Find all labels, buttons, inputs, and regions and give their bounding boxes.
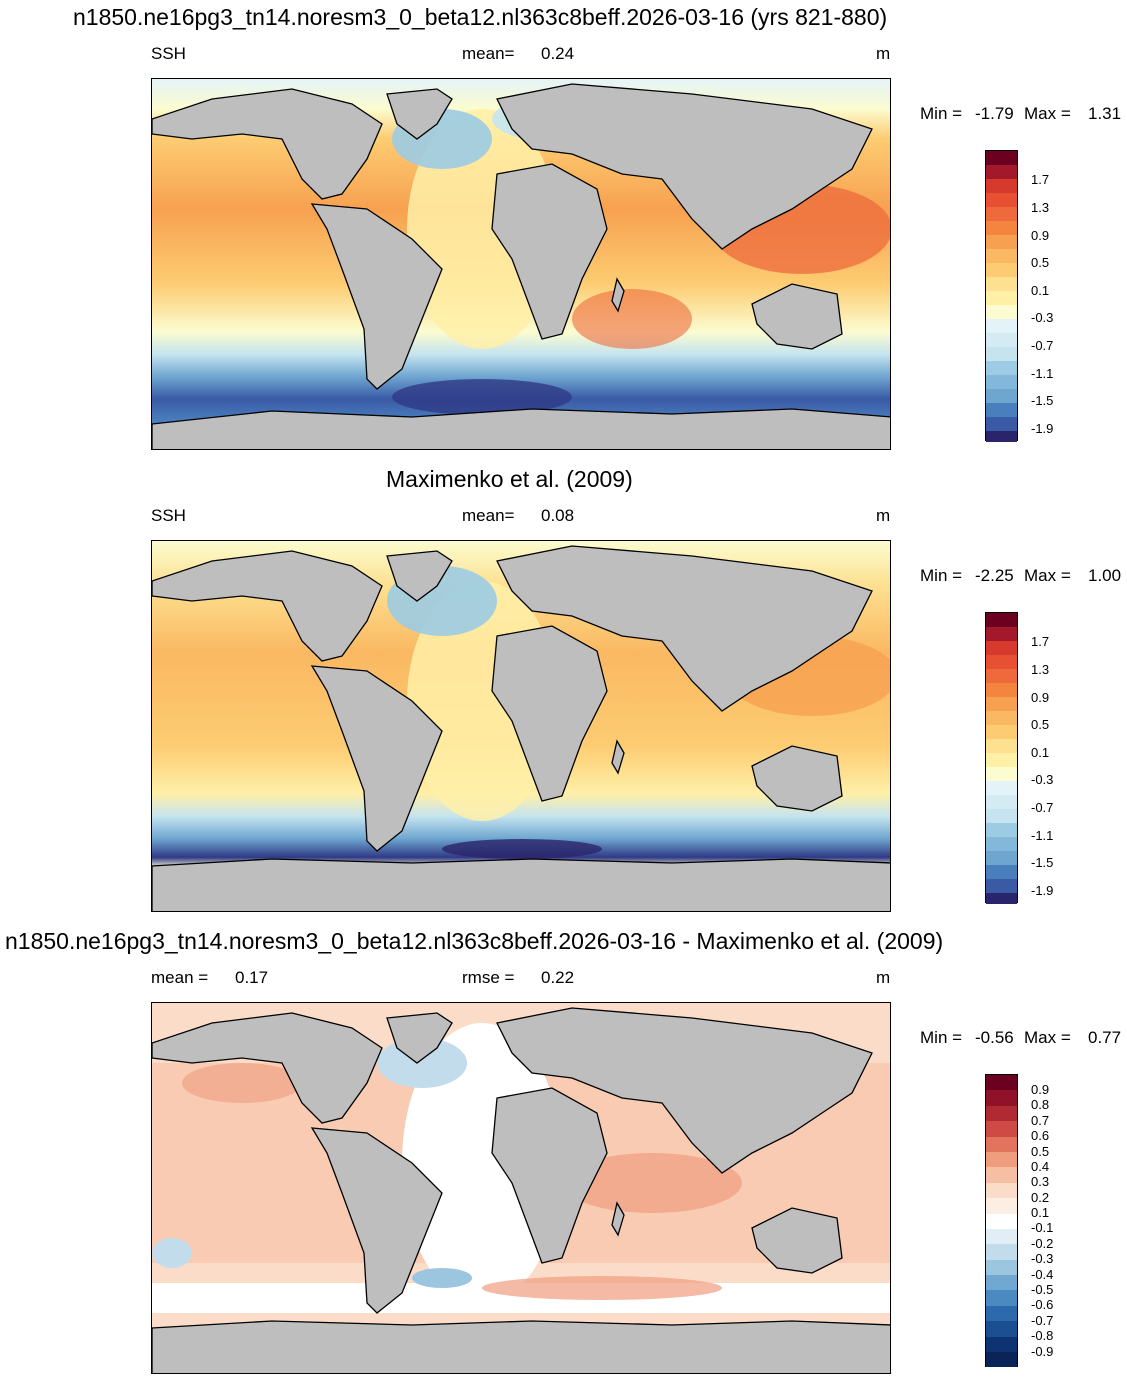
panel3-min-value: -0.56 xyxy=(975,1028,1014,1047)
panel1-units: m xyxy=(876,44,891,63)
panel3-cbar-label-4: 0.5 xyxy=(1031,1144,1050,1159)
panel1-mean-label: mean= xyxy=(462,44,515,63)
panel2-max-label: Max = xyxy=(1024,566,1071,585)
panel2-cbar-label-0: 1.7 xyxy=(1031,634,1050,649)
panel3-cbar-label-2: 0.7 xyxy=(1031,1113,1050,1128)
panel3-cbar-label-5: 0.4 xyxy=(1031,1159,1050,1174)
panel2-mean-label: mean= xyxy=(462,506,515,525)
panel1-cbar-label-5: -0.3 xyxy=(1031,310,1054,325)
panel2-cbar-label-9: -1.9 xyxy=(1031,883,1054,898)
panel3-cbar-label-12: -0.4 xyxy=(1031,1267,1054,1282)
panel3-cbar-label-16: -0.8 xyxy=(1031,1328,1054,1343)
panel1-cbar-label-6: -0.7 xyxy=(1031,338,1054,353)
panel3-title: n1850.ne16pg3_tn14.noresm3_0_beta12.nl36… xyxy=(5,928,944,954)
panel3-rmse-value: 0.22 xyxy=(541,968,575,987)
panel1-max-value: 1.31 xyxy=(1088,104,1122,123)
panel1-max-label: Max = xyxy=(1024,104,1071,123)
panel2-cbar-label-3: 0.5 xyxy=(1031,717,1050,732)
panel3-units: m xyxy=(876,968,891,987)
panel3-min-label: Min = xyxy=(920,1028,963,1047)
panel3-cbar-label-8: 0.1 xyxy=(1031,1205,1050,1220)
panel1-cbar-label-3: 0.5 xyxy=(1031,255,1050,270)
panel1-cbar-label-0: 1.7 xyxy=(1031,172,1050,187)
panel2-variable-label: SSH xyxy=(151,506,186,525)
panel1-min-value: -1.79 xyxy=(975,104,1014,123)
panel1-mean-value: 0.24 xyxy=(541,44,575,63)
panel3-cbar-label-14: -0.6 xyxy=(1031,1297,1054,1312)
panel2-cbar-label-4: 0.1 xyxy=(1031,745,1050,760)
panel2-mean-value: 0.08 xyxy=(541,506,575,525)
panel2-cbar-label-8: -1.5 xyxy=(1031,855,1054,870)
panel3-max-value: 0.77 xyxy=(1088,1028,1122,1047)
panel2-min-label: Min = xyxy=(920,566,963,585)
panel1-variable-label: SSH xyxy=(151,44,186,63)
panel3-cbar-label-3: 0.6 xyxy=(1031,1128,1050,1143)
panel3-mean-label: mean = xyxy=(151,968,209,987)
panel1-cbar-label-4: 0.1 xyxy=(1031,283,1050,298)
panel3-cbar-label-6: 0.3 xyxy=(1031,1174,1050,1189)
panel2-cbar-label-2: 0.9 xyxy=(1031,690,1050,705)
panel3-max-label: Max = xyxy=(1024,1028,1071,1047)
panel3-cbar-label-7: 0.2 xyxy=(1031,1190,1050,1205)
panel3-cbar-label-0: 0.9 xyxy=(1031,1082,1050,1097)
panel2-max-value: 1.00 xyxy=(1088,566,1122,585)
panel1-cbar-label-1: 1.3 xyxy=(1031,200,1050,215)
panel2-cbar-label-6: -0.7 xyxy=(1031,800,1054,815)
panel2-cbar-label-7: -1.1 xyxy=(1031,828,1054,843)
panel3-mean-value: 0.17 xyxy=(235,968,269,987)
panel1-colorbar xyxy=(985,150,1018,442)
panel3-cbar-label-17: -0.9 xyxy=(1031,1344,1054,1359)
panel2-min-value: -2.25 xyxy=(975,566,1014,585)
panel2-map xyxy=(151,540,891,912)
panel3-cbar-label-13: -0.5 xyxy=(1031,1282,1054,1297)
panel3-cbar-label-11: -0.3 xyxy=(1031,1251,1054,1266)
panel3-cbar-label-10: -0.2 xyxy=(1031,1236,1054,1251)
panel1-cbar-label-9: -1.9 xyxy=(1031,421,1054,436)
panel3-cbar-label-15: -0.7 xyxy=(1031,1313,1054,1328)
panel2-cbar-label-1: 1.3 xyxy=(1031,662,1050,677)
panel2-colorbar xyxy=(985,612,1018,904)
panel3-map xyxy=(151,1002,891,1374)
panel1-map xyxy=(151,78,891,450)
panel2-units: m xyxy=(876,506,891,525)
panel3-cbar-label-1: 0.8 xyxy=(1031,1097,1050,1112)
panel1-cbar-label-8: -1.5 xyxy=(1031,393,1054,408)
panel3-cbar-label-9: -0.1 xyxy=(1031,1220,1054,1235)
panel1-cbar-label-7: -1.1 xyxy=(1031,366,1054,381)
panel2-cbar-label-5: -0.3 xyxy=(1031,772,1054,787)
panel1-min-label: Min = xyxy=(920,104,963,123)
panel2-title: Maximenko et al. (2009) xyxy=(386,466,633,492)
panel3-colorbar xyxy=(985,1074,1018,1368)
panel1-cbar-label-2: 0.9 xyxy=(1031,228,1050,243)
panel3-rmse-label: rmse = xyxy=(462,968,515,987)
panel1-title: n1850.ne16pg3_tn14.noresm3_0_beta12.nl36… xyxy=(73,4,888,30)
